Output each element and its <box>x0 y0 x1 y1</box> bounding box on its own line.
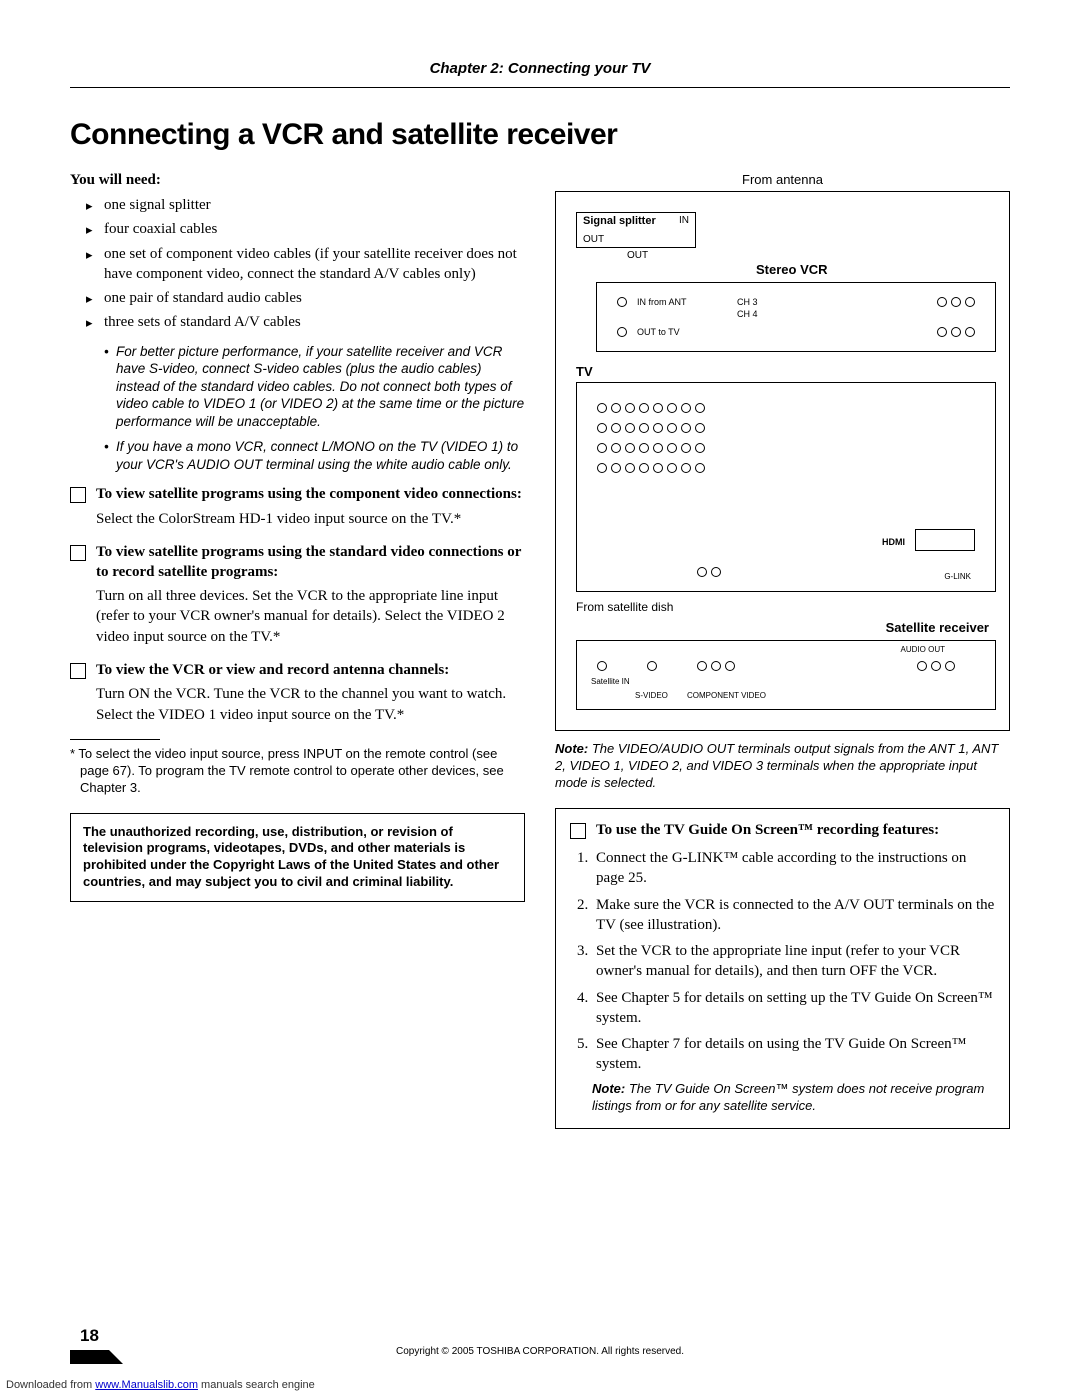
satellite-box: Satellite IN S-VIDEO COMPONENT VIDEO AUD… <box>576 640 996 710</box>
checkbox-title: To view satellite programs using the sta… <box>96 543 525 582</box>
list-item: one pair of standard audio cables <box>86 288 525 308</box>
copyright: Copyright © 2005 TOSHIBA CORPORATION. Al… <box>70 1346 1010 1357</box>
sat-in-label: Satellite IN <box>591 677 630 686</box>
checkbox-section: To view the VCR or view and record anten… <box>70 661 525 725</box>
checkbox-body: Select the ColorStream HD-1 video input … <box>96 509 525 529</box>
footnote: * To select the video input source, pres… <box>70 746 525 797</box>
chapter-header: Chapter 2: Connecting your TV <box>70 60 1010 77</box>
tv-label: TV <box>576 364 593 379</box>
checkbox-title: To use the TV Guide On Screen™ recording… <box>596 821 995 841</box>
content-columns: You will need: one signal splitter four … <box>70 172 1010 1129</box>
warning-box: The unauthorized recording, use, distrib… <box>70 813 525 903</box>
diagram-note: Note: The VIDEO/AUDIO OUT terminals outp… <box>555 741 1010 792</box>
steps-list: Connect the G-LINK™ cable according to t… <box>570 848 995 1075</box>
download-prefix: Downloaded from <box>6 1379 95 1391</box>
inner-note: Note: The TV Guide On Screen™ system doe… <box>570 1081 995 1115</box>
checkbox-title: To view satellite programs using the com… <box>96 485 525 505</box>
download-line: Downloaded from www.Manualslib.com manua… <box>6 1379 315 1391</box>
list-item: Make sure the VCR is connected to the A/… <box>592 895 995 936</box>
ch3-label: CH 3 <box>737 297 758 307</box>
note-label: Note: <box>555 741 588 756</box>
out-tv-label: OUT to TV <box>637 327 680 337</box>
page-title: Connecting a VCR and satellite receiver <box>70 118 1010 152</box>
list-item: Set the VCR to the appropriate line inpu… <box>592 941 995 982</box>
from-satellite-label: From satellite dish <box>576 600 673 614</box>
svideo-label: S-VIDEO <box>635 691 668 700</box>
checkbox-section: To view satellite programs using the com… <box>70 485 525 529</box>
list-item: See Chapter 5 for details on setting up … <box>592 988 995 1029</box>
in-ant-label: IN from ANT <box>637 297 687 307</box>
connection-diagram: Signal splitter IN OUT OUT Stereo VCR IN… <box>555 191 1010 731</box>
download-suffix: manuals search engine <box>198 1379 315 1391</box>
hdmi-ports <box>915 529 975 551</box>
needs-list: one signal splitter four coaxial cables … <box>70 195 525 333</box>
manualslib-link[interactable]: www.Manualslib.com <box>95 1379 198 1391</box>
list-item: Connect the G-LINK™ cable according to t… <box>592 848 995 889</box>
list-item: four coaxial cables <box>86 219 525 239</box>
list-item: one signal splitter <box>86 195 525 215</box>
note-body: The TV Guide On Screen™ system does not … <box>592 1081 984 1113</box>
out-label: OUT <box>627 250 648 261</box>
left-column: You will need: one signal splitter four … <box>70 172 525 1129</box>
audio-out-label: AUDIO OUT <box>901 645 945 654</box>
out-label: OUT <box>583 234 604 245</box>
divider <box>70 87 1010 88</box>
note-label: Note: <box>592 1081 625 1096</box>
list-item: one set of component video cables (if yo… <box>86 244 525 285</box>
list-item: three sets of standard A/V cables <box>86 312 525 332</box>
splitter-label: Signal splitter <box>583 215 656 227</box>
vcr-box: IN from ANT OUT to TV CH 3 CH 4 <box>596 282 996 352</box>
stereo-vcr-label: Stereo VCR <box>756 262 828 277</box>
right-column: From antenna Signal splitter IN OUT OUT … <box>555 172 1010 1129</box>
checkbox-body: Turn on all three devices. Set the VCR t… <box>96 586 525 647</box>
you-will-need-heading: You will need: <box>70 172 525 189</box>
tv-box: HDMI G-LINK <box>576 382 996 592</box>
hdmi-label: HDMI <box>882 537 905 547</box>
footnote-rule <box>70 739 160 740</box>
diagram-from-antenna: From antenna <box>555 172 1010 187</box>
glink-label: G-LINK <box>944 572 971 581</box>
sub-notes-list: For better picture performance, if your … <box>70 343 525 474</box>
checkbox-title: To view the VCR or view and record anten… <box>96 661 525 681</box>
ch4-label: CH 4 <box>737 309 758 319</box>
page-number: 18 <box>70 1322 109 1364</box>
list-item: If you have a mono VCR, connect L/MONO o… <box>104 438 525 473</box>
note-body: The VIDEO/AUDIO OUT terminals output sig… <box>555 741 998 790</box>
list-item: For better picture performance, if your … <box>104 343 525 431</box>
checkbox-body: Turn ON the VCR. Tune the VCR to the cha… <box>96 684 525 725</box>
checkbox-section: To use the TV Guide On Screen™ recording… <box>570 821 995 841</box>
splitter-box: Signal splitter IN OUT OUT <box>576 212 696 248</box>
list-item: See Chapter 7 for details on using the T… <box>592 1034 995 1075</box>
component-label: COMPONENT VIDEO <box>687 691 766 700</box>
page-footer: 18 Copyright © 2005 TOSHIBA CORPORATION.… <box>70 1322 1010 1357</box>
satellite-receiver-label: Satellite receiver <box>886 620 989 635</box>
tv-guide-section: To use the TV Guide On Screen™ recording… <box>555 808 1010 1130</box>
in-label: IN <box>679 215 689 226</box>
checkbox-section: To view satellite programs using the sta… <box>70 543 525 647</box>
